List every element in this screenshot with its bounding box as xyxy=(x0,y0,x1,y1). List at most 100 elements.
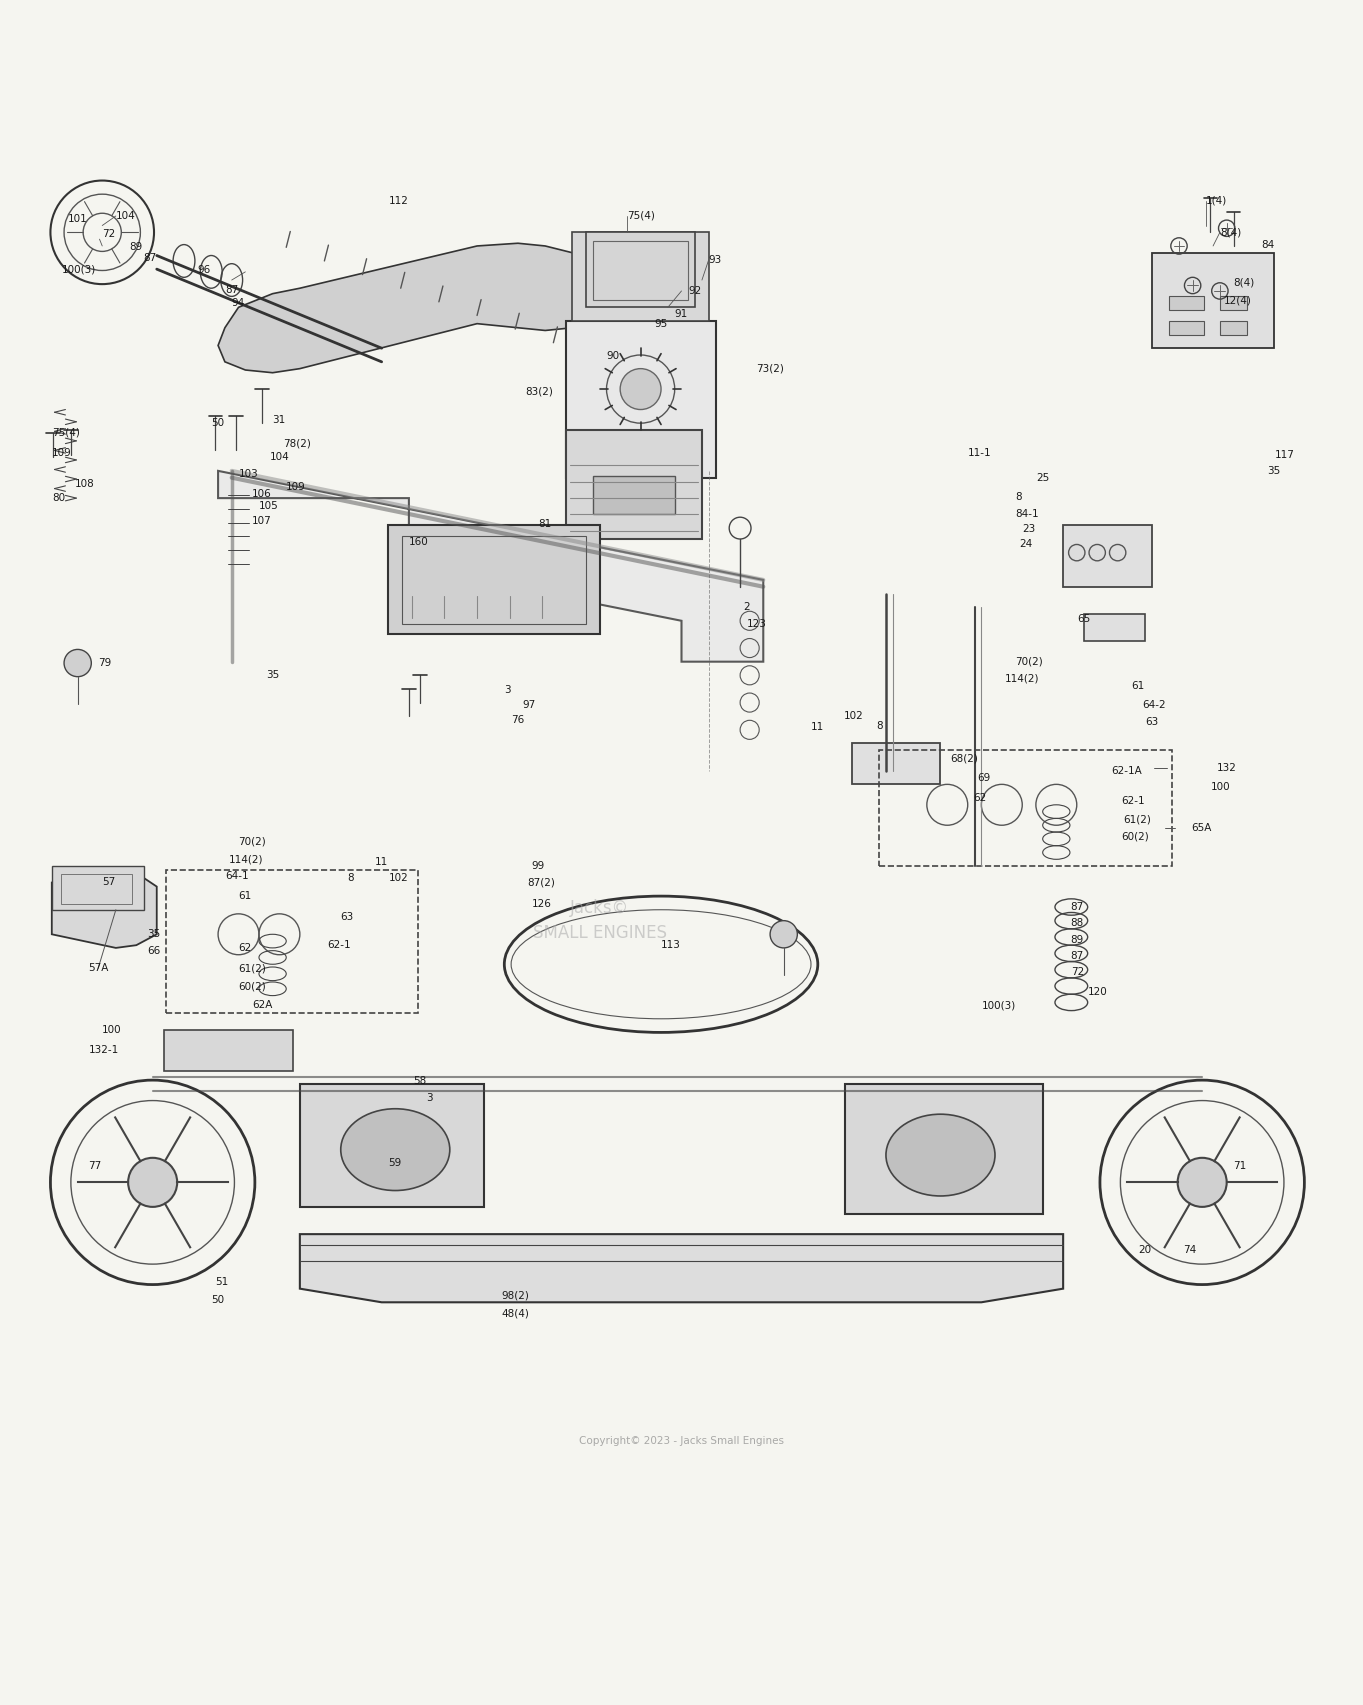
Text: 63: 63 xyxy=(1145,716,1159,726)
Text: 51: 51 xyxy=(215,1277,229,1287)
Text: 68(2): 68(2) xyxy=(950,754,977,764)
Text: 73(2): 73(2) xyxy=(756,363,784,373)
Text: Jacks©
SMALL ENGINES: Jacks© SMALL ENGINES xyxy=(533,899,667,943)
Text: 12(4): 12(4) xyxy=(1224,295,1251,305)
Text: 70(2): 70(2) xyxy=(1015,656,1043,667)
Text: 78(2): 78(2) xyxy=(284,438,311,448)
Text: 93: 93 xyxy=(709,254,722,264)
Text: 81: 81 xyxy=(538,518,552,529)
Text: 117: 117 xyxy=(1274,450,1295,460)
Text: 60(2): 60(2) xyxy=(1122,830,1149,841)
Circle shape xyxy=(1069,544,1085,561)
Bar xyxy=(593,240,688,300)
Text: 95: 95 xyxy=(654,319,668,329)
Bar xyxy=(845,1084,1043,1214)
Text: 114(2): 114(2) xyxy=(1005,673,1039,684)
Text: 65A: 65A xyxy=(1191,824,1212,834)
Text: 87: 87 xyxy=(225,285,239,295)
Circle shape xyxy=(1178,1158,1227,1207)
Text: 87: 87 xyxy=(1070,951,1084,962)
Bar xyxy=(1152,252,1274,348)
Text: 35: 35 xyxy=(147,929,161,939)
Bar xyxy=(166,870,418,1013)
Polygon shape xyxy=(52,870,157,948)
Bar xyxy=(1220,297,1247,310)
Ellipse shape xyxy=(341,1108,450,1190)
Text: 3: 3 xyxy=(427,1093,433,1103)
Bar xyxy=(300,1084,484,1207)
Text: 61: 61 xyxy=(1131,682,1145,691)
Text: 70(2): 70(2) xyxy=(239,837,266,847)
Text: 11: 11 xyxy=(375,858,388,868)
Ellipse shape xyxy=(886,1113,995,1195)
Text: 92: 92 xyxy=(688,286,702,297)
Text: 60(2): 60(2) xyxy=(239,980,266,991)
Text: 72: 72 xyxy=(1071,967,1085,977)
Text: 97: 97 xyxy=(522,701,536,711)
Polygon shape xyxy=(300,1234,1063,1303)
Text: 94: 94 xyxy=(232,298,245,309)
Bar xyxy=(61,875,132,904)
Text: 87: 87 xyxy=(143,254,157,263)
Circle shape xyxy=(128,1158,177,1207)
Text: 24: 24 xyxy=(1020,539,1033,549)
Text: 98(2): 98(2) xyxy=(502,1291,529,1301)
Text: 57: 57 xyxy=(102,878,116,888)
Bar xyxy=(1084,614,1145,641)
Bar xyxy=(1169,321,1204,334)
Polygon shape xyxy=(218,471,763,662)
Bar xyxy=(566,321,716,477)
Bar xyxy=(52,866,144,910)
Bar xyxy=(164,1030,293,1071)
Text: 71: 71 xyxy=(1234,1161,1247,1171)
Text: 80: 80 xyxy=(52,493,65,503)
Text: 61(2): 61(2) xyxy=(239,963,266,974)
Circle shape xyxy=(1109,544,1126,561)
Text: Copyright© 2023 - Jacks Small Engines: Copyright© 2023 - Jacks Small Engines xyxy=(579,1436,784,1446)
Text: 8: 8 xyxy=(1015,491,1022,501)
Text: 132-1: 132-1 xyxy=(89,1045,119,1055)
Text: 84: 84 xyxy=(1261,240,1274,249)
Text: 100(3): 100(3) xyxy=(61,264,95,275)
Text: 96: 96 xyxy=(198,266,211,276)
Text: 75(4): 75(4) xyxy=(52,428,79,438)
Text: 109: 109 xyxy=(52,448,71,459)
Text: 100(3): 100(3) xyxy=(981,1001,1015,1009)
Text: 113: 113 xyxy=(661,939,682,950)
Circle shape xyxy=(770,921,797,948)
Circle shape xyxy=(1089,544,1105,561)
Text: 102: 102 xyxy=(844,711,863,721)
Text: 83(2): 83(2) xyxy=(525,387,552,397)
Bar xyxy=(586,232,695,307)
Text: 50: 50 xyxy=(211,418,225,428)
Text: 48(4): 48(4) xyxy=(502,1308,529,1318)
Text: 58: 58 xyxy=(413,1076,427,1086)
Text: 132: 132 xyxy=(1217,764,1238,772)
Text: 23: 23 xyxy=(1022,525,1036,534)
Text: 103: 103 xyxy=(239,469,258,479)
Text: 8(4): 8(4) xyxy=(1234,278,1255,288)
Text: 89: 89 xyxy=(129,242,143,252)
Text: 102: 102 xyxy=(388,873,408,883)
Text: 65: 65 xyxy=(1077,614,1090,624)
Text: 89: 89 xyxy=(1070,934,1084,945)
Text: 160: 160 xyxy=(409,537,428,547)
Bar xyxy=(1169,297,1204,310)
Bar xyxy=(593,476,675,515)
Text: 1(4): 1(4) xyxy=(1206,196,1228,206)
Bar xyxy=(566,430,702,539)
Bar xyxy=(852,743,940,784)
Text: 120: 120 xyxy=(1088,987,1107,996)
Text: 106: 106 xyxy=(252,489,271,500)
Text: 62-1: 62-1 xyxy=(327,939,350,950)
Text: 50: 50 xyxy=(211,1294,225,1304)
Text: 108: 108 xyxy=(75,479,94,489)
Text: 61(2): 61(2) xyxy=(1123,815,1150,825)
Text: 104: 104 xyxy=(270,452,289,462)
Text: 3: 3 xyxy=(504,685,511,696)
Text: 99: 99 xyxy=(532,861,545,871)
Text: 77: 77 xyxy=(89,1161,102,1171)
Text: 74: 74 xyxy=(1183,1245,1197,1255)
Text: 90: 90 xyxy=(607,351,620,361)
Text: 64-1: 64-1 xyxy=(225,871,248,881)
